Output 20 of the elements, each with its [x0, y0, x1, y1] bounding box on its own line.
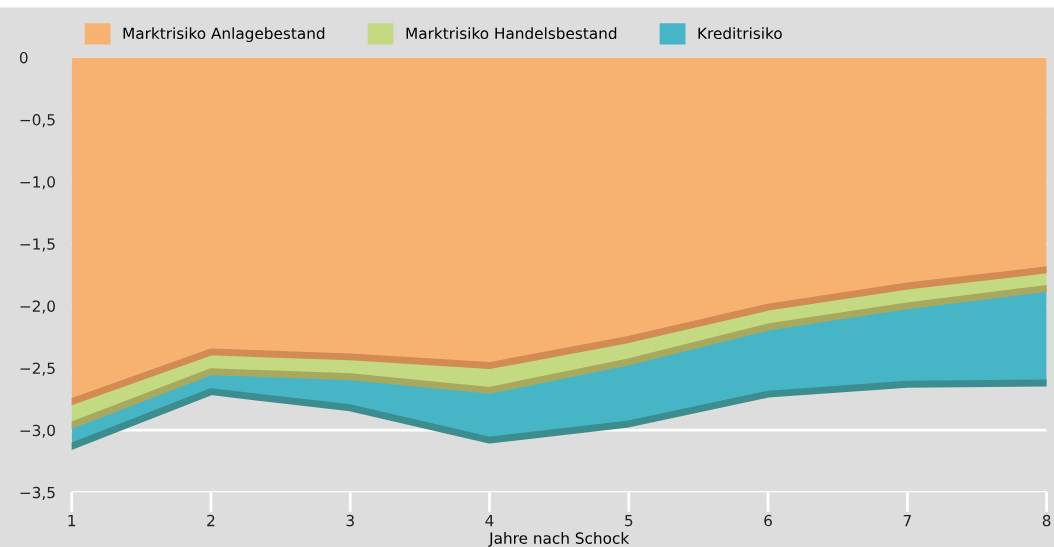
- legend-label: Marktrisiko Anlagebestand: [123, 27, 325, 43]
- x-axis-title: Jahre nach Schock: [488, 532, 630, 547]
- x-tick-label: 3: [346, 514, 354, 527]
- y-tick-label: −1,0: [20, 176, 55, 190]
- x-tick-label: 4: [485, 514, 494, 527]
- y-tick-label: −1,5: [20, 238, 55, 252]
- x-tick-label: 7: [903, 514, 911, 527]
- y-tick-label: −3,5: [20, 486, 55, 500]
- y-tick-label: −3,0: [20, 424, 55, 438]
- x-tick-label: 6: [764, 514, 772, 527]
- x-tick-label: 2: [207, 514, 215, 527]
- y-tick-label: 0: [19, 51, 28, 64]
- x-tick-label: 1: [68, 514, 76, 527]
- legend-label: Kreditrisiko: [698, 27, 782, 40]
- legend-label: Marktrisiko Handelsbestand: [406, 27, 617, 40]
- y-tick-label: −2,5: [20, 362, 55, 376]
- y-tick-label: −0,5: [20, 114, 55, 128]
- x-tick-label: 8: [1042, 514, 1051, 527]
- x-tick-label: 5: [625, 514, 633, 527]
- y-tick-label: −2,0: [20, 300, 55, 314]
